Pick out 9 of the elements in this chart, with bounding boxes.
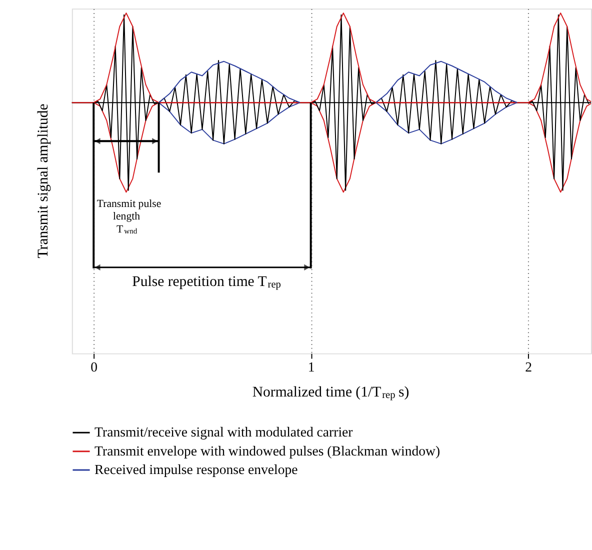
x-tick-label: 1 <box>308 360 315 375</box>
legend-label: Transmit/receive signal with modulated carrier <box>94 424 354 440</box>
legend-label: Received impulse response envelope <box>94 462 298 477</box>
y-axis-title: Transmit signal amplitude <box>35 103 52 258</box>
legend-label: Transmit envelope with windowed pulses (Blackman window) <box>94 443 440 458</box>
x-axis-title: Normalized time (1/Trep s) <box>252 384 410 401</box>
text: Pulse repetition time Trep <box>132 274 281 290</box>
x-tick-label: 0 <box>90 360 98 375</box>
x-tick-label: 2 <box>525 360 532 375</box>
